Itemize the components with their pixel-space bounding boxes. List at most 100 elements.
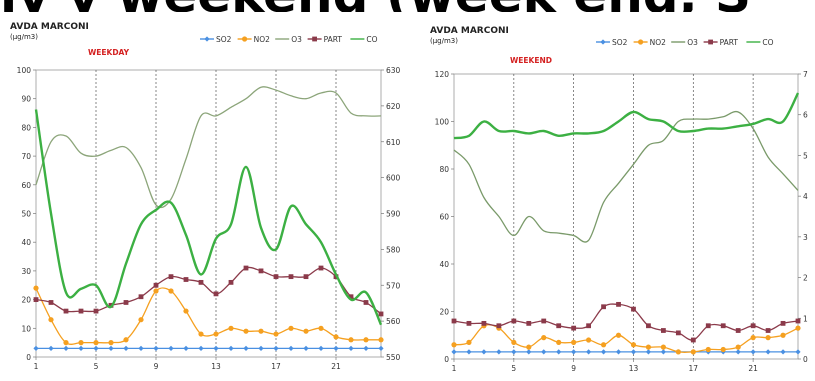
y-tick-label: 20 [439, 308, 449, 317]
data-point-part [541, 318, 547, 324]
data-point-no2 [228, 325, 234, 331]
data-point-so2 [123, 345, 129, 351]
chart-legend: SO2 NO2 O3 PART CO [200, 35, 378, 44]
data-point-part [780, 320, 786, 326]
data-point-no2 [586, 337, 592, 343]
data-point-no2 [720, 346, 726, 353]
data-point-part [481, 320, 487, 326]
data-point-no2 [153, 288, 159, 294]
data-point-no2 [630, 342, 637, 348]
series-line-no2 [35, 287, 381, 345]
data-point-so2 [318, 345, 324, 351]
data-point-no2 [288, 325, 294, 331]
series-o3 [453, 110, 799, 243]
data-point-no2 [363, 337, 369, 343]
data-point-no2 [735, 344, 741, 350]
data-point-no2 [108, 340, 114, 346]
legend-label: SO2 [216, 35, 232, 44]
data-point-part [765, 328, 771, 333]
y2-tick-label: 580 [386, 245, 401, 254]
data-point-no2 [78, 340, 84, 346]
data-point-no2 [511, 339, 517, 345]
data-point-no2 [556, 339, 562, 345]
data-point-so2 [496, 349, 502, 355]
y2-tick-label: 600 [386, 174, 401, 183]
data-point-part [228, 279, 234, 285]
data-point-so2 [511, 349, 517, 355]
legend-item: O3 [275, 35, 302, 44]
weekend-chart: AVDA MARCONI(µg/m3) WEEKEND SO2 NO2 O3 PART CO… [430, 26, 808, 373]
data-point-part [78, 308, 84, 314]
chart-title: AVDA MARCONI [10, 22, 89, 32]
legend-marker [242, 36, 248, 42]
y-tick-label: 40 [439, 260, 449, 269]
weekend-chart-panel: AVDA MARCONI (µg/m3) WEEKEND SO2 NO2 O3 PART CO… [420, 12, 815, 381]
data-point-no2 [600, 342, 607, 348]
x-tick-label: 13 [629, 364, 639, 373]
legend-label: CO [366, 35, 377, 44]
data-point-part [153, 282, 159, 288]
series-no2 [33, 285, 384, 346]
weekday-chart: AVDA MARCONI(µg/m3) WEEKDAY SO2 NO2 O3 PART CO… [10, 22, 401, 371]
y-tick-label: 0 [444, 355, 449, 364]
series-part [33, 265, 384, 317]
legend-label: CO [762, 38, 773, 47]
data-point-so2 [48, 345, 54, 351]
data-point-part [63, 308, 69, 314]
legend-item: PART [307, 35, 342, 44]
data-point-so2 [466, 349, 472, 355]
data-point-no2 [318, 325, 324, 331]
data-point-so2 [615, 349, 622, 355]
legend-label: PART [720, 38, 739, 47]
data-point-part [93, 308, 99, 314]
data-point-so2 [198, 345, 204, 351]
y2-tick-label: 5 [803, 151, 808, 160]
data-point-no2 [63, 340, 69, 346]
series-line-co [453, 92, 800, 140]
data-point-so2 [168, 345, 174, 351]
weekday-chart-panel: AVDA MARCONI (µg/m3) WEEKDAY SO2 NO2 O3 PART CO… [0, 12, 412, 381]
series-so2 [33, 345, 384, 351]
legend-marker [708, 39, 713, 45]
data-point-part [675, 330, 681, 336]
x-tick-label: 9 [571, 364, 576, 373]
y-tick-label: 60 [439, 213, 449, 222]
legend-item: NO2 [237, 35, 270, 44]
data-point-so2 [138, 345, 144, 351]
data-point-so2 [735, 349, 741, 355]
data-point-so2 [750, 349, 756, 355]
x-tick-label: 9 [154, 362, 159, 371]
y2-tick-label: 590 [386, 210, 401, 219]
data-point-part [631, 306, 636, 312]
data-point-no2 [795, 325, 801, 331]
data-point-part [496, 323, 502, 329]
series-co [34, 109, 383, 326]
y-tick-label: 80 [21, 123, 31, 132]
data-point-so2 [556, 349, 562, 355]
y-tick-label: 10 [21, 324, 31, 333]
data-point-so2 [586, 349, 592, 355]
data-point-so2 [63, 345, 69, 351]
y-tick-label: 50 [21, 210, 31, 219]
series-part [451, 301, 801, 343]
y2-tick-label: 3 [803, 233, 808, 242]
data-point-so2 [660, 349, 666, 355]
series-line-o3 [453, 110, 799, 243]
data-point-so2 [213, 345, 219, 351]
y2-tick-label: 4 [803, 192, 808, 201]
data-point-so2 [541, 349, 547, 355]
data-point-no2 [48, 317, 54, 323]
y-tick-label: 20 [21, 296, 31, 305]
y2-tick-label: 0 [803, 355, 808, 364]
x-tick-label: 17 [689, 364, 699, 373]
data-point-part [466, 320, 472, 326]
series-no2 [451, 323, 801, 355]
data-point-so2 [93, 345, 99, 351]
legend-marker [204, 36, 210, 42]
data-point-so2 [645, 349, 652, 355]
data-point-part [378, 311, 384, 317]
x-tick-label: 13 [211, 362, 221, 371]
y-tick-label: 100 [435, 118, 450, 127]
legend-marker [600, 39, 606, 45]
data-point-so2 [273, 345, 279, 351]
